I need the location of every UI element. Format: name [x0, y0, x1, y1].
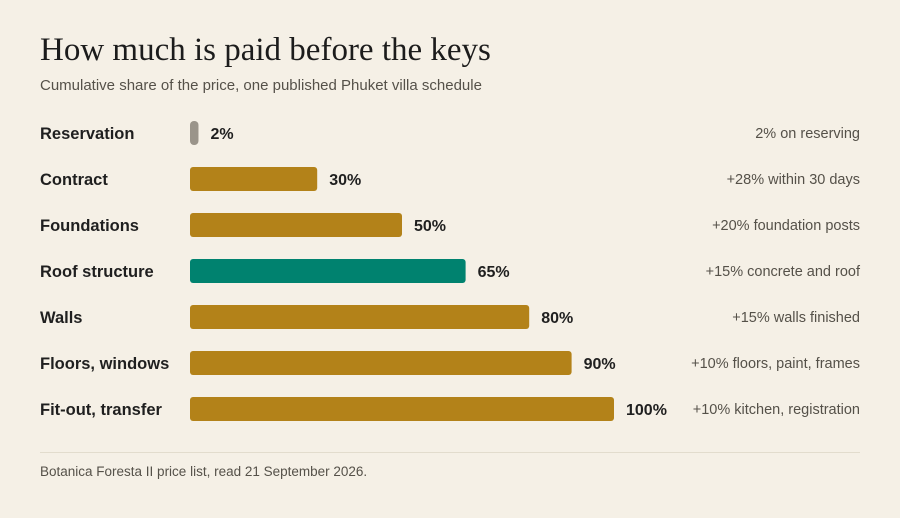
- value-label-fit-out-transfer: 100%: [626, 402, 667, 419]
- annotation-floors-windows: +10% floors, paint, frames: [691, 356, 860, 372]
- bar-reservation: [190, 121, 199, 145]
- annotation-fit-out-transfer: +10% kitchen, registration: [693, 402, 860, 418]
- category-label-walls: Walls: [40, 309, 82, 327]
- category-label-roof-structure: Roof structure: [40, 263, 154, 281]
- footer-divider: [40, 452, 860, 453]
- value-label-roof-structure: 65%: [478, 264, 510, 281]
- bar-roof-structure: [190, 259, 466, 283]
- annotation-roof-structure: +15% concrete and roof: [706, 264, 861, 280]
- payment-schedule-bar-chart: Reservation 2% 2% on reserving Contract 30% +…: [40, 121, 861, 421]
- category-label-fit-out-transfer: Fit-out, transfer: [40, 401, 162, 419]
- category-label-reservation: Reservation: [40, 125, 134, 143]
- annotation-contract: +28% within 30 days: [727, 172, 860, 188]
- annotation-reservation: 2% on reserving: [755, 126, 860, 142]
- bar-fit-out-transfer: [190, 397, 614, 421]
- value-label-foundations: 50%: [414, 218, 446, 235]
- category-label-contract: Contract: [40, 171, 108, 189]
- value-label-reservation: 2%: [210, 126, 233, 143]
- value-label-walls: 80%: [541, 310, 573, 327]
- bar-walls: [190, 305, 530, 329]
- chart-title: How much is paid before the keys: [40, 32, 491, 68]
- value-label-floors-windows: 90%: [584, 356, 616, 373]
- category-label-floors-windows: Floors, windows: [40, 355, 169, 373]
- bar-foundations: [190, 213, 402, 237]
- bar-contract: [190, 167, 318, 191]
- bar-floors-windows: [190, 351, 572, 375]
- annotation-walls: +15% walls finished: [732, 310, 860, 326]
- annotation-foundations: +20% foundation posts: [712, 218, 860, 234]
- category-label-foundations: Foundations: [40, 217, 139, 235]
- chart-subtitle: Cumulative share of the price, one publi…: [40, 77, 482, 94]
- value-label-contract: 30%: [329, 172, 361, 189]
- source-note: Botanica Foresta II price list, read 21 …: [40, 464, 368, 479]
